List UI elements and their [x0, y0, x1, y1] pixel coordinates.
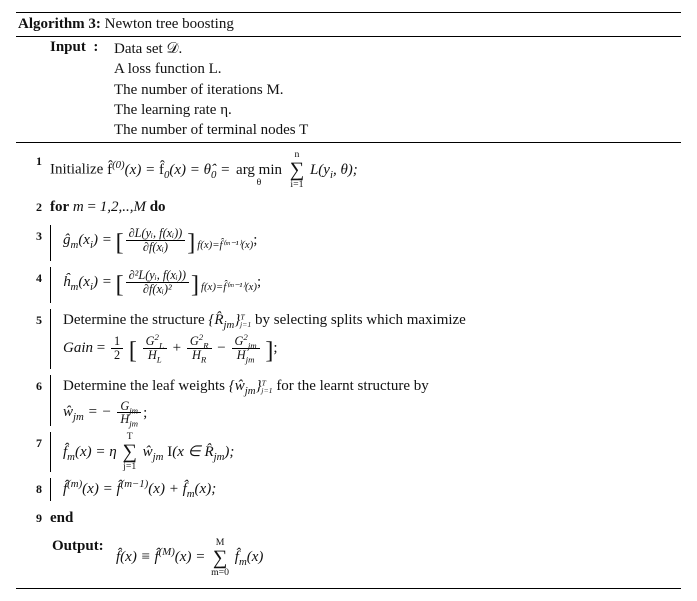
line-number: 5: [18, 309, 42, 328]
algo-line: 2 for m = 1,2,..,M do: [18, 193, 679, 222]
line-number: 1: [18, 150, 42, 169]
algorithm-box: Algorithm 3: Newton tree boosting Input …: [16, 12, 681, 589]
input-line: The learning rate η.: [114, 100, 308, 120]
algo-line: 8 f̂(m)(x) = f̂(m−1)(x) + f̂m(x);: [18, 475, 679, 504]
line-content: f̂(m)(x) = f̂(m−1)(x) + f̂m(x);: [50, 478, 216, 501]
output-block: Output: f̂(x) ≡ f̂(M)(x) = M ∑ m=0 f̂m(x…: [18, 532, 679, 584]
line-content: for m = 1,2,..,M do: [42, 196, 166, 219]
algo-line: 5 Determine the structure {R̂jm}Tj=1 by …: [18, 306, 679, 373]
line-number: 3: [18, 225, 42, 244]
output-content: f̂(x) ≡ f̂(M)(x) = M ∑ m=0 f̂m(x): [116, 538, 263, 578]
line-number: 9: [18, 507, 42, 526]
output-label: Output:: [52, 538, 116, 578]
input-line: The number of iterations M.: [114, 80, 308, 100]
algo-line: 4 ĥm(xi) = [ ∂²L(yᵢ, f(xᵢ)) ∂f(xᵢ)² ]f(x…: [18, 264, 679, 306]
line-number: 8: [18, 478, 42, 497]
line-number: 7: [18, 432, 42, 451]
algo-line: 6 Determine the leaf weights {ŵjm}Tj=1 f…: [18, 372, 679, 429]
line-number: 2: [18, 196, 42, 215]
algo-line: 1 Initialize f̂(0)(x) = f̂0(x) = θ̂0 = a…: [18, 147, 679, 193]
input-line: A loss function L.: [114, 59, 308, 79]
algo-line: 7 f̂m(x) = η T ∑ j=1 ŵjm I(x ∈ R̂jm);: [18, 429, 679, 475]
algo-line: 3 ĝm(xi) = [ ∂L(yᵢ, f(xᵢ)) ∂f(xᵢ) ]f(x)=…: [18, 222, 679, 264]
title-number: 3: [88, 16, 96, 32]
title-prefix: Algorithm: [18, 16, 85, 32]
line-content: Determine the leaf weights {ŵjm}Tj=1 for…: [50, 375, 429, 426]
line-content: Determine the structure {R̂jm}Tj=1 by se…: [50, 309, 466, 370]
line-number: 4: [18, 267, 42, 286]
title-name: Newton tree boosting: [105, 16, 234, 32]
input-block: Input : Data set 𝒟. A loss function L. T…: [16, 37, 681, 142]
line-content: end: [42, 507, 73, 530]
algo-line: 9 end: [18, 504, 679, 533]
input-lines: Data set 𝒟. A loss function L. The numbe…: [114, 39, 308, 140]
input-line: Data set 𝒟.: [114, 39, 308, 59]
line-content: f̂m(x) = η T ∑ j=1 ŵjm I(x ∈ R̂jm);: [50, 432, 234, 472]
algorithm-title: Algorithm 3: Newton tree boosting: [16, 13, 681, 37]
algorithm-body: 1 Initialize f̂(0)(x) = f̂0(x) = θ̂0 = a…: [16, 143, 681, 588]
line-content: ĝm(xi) = [ ∂L(yᵢ, f(xᵢ)) ∂f(xᵢ) ]f(x)=f̂…: [50, 225, 257, 261]
line-number: 6: [18, 375, 42, 394]
line-content: Initialize f̂(0)(x) = f̂0(x) = θ̂0 = arg…: [42, 150, 358, 190]
input-line: The number of terminal nodes T: [114, 120, 308, 140]
input-label: Input :: [50, 39, 114, 140]
line-content: ĥm(xi) = [ ∂²L(yᵢ, f(xᵢ)) ∂f(xᵢ)² ]f(x)=…: [50, 267, 261, 303]
